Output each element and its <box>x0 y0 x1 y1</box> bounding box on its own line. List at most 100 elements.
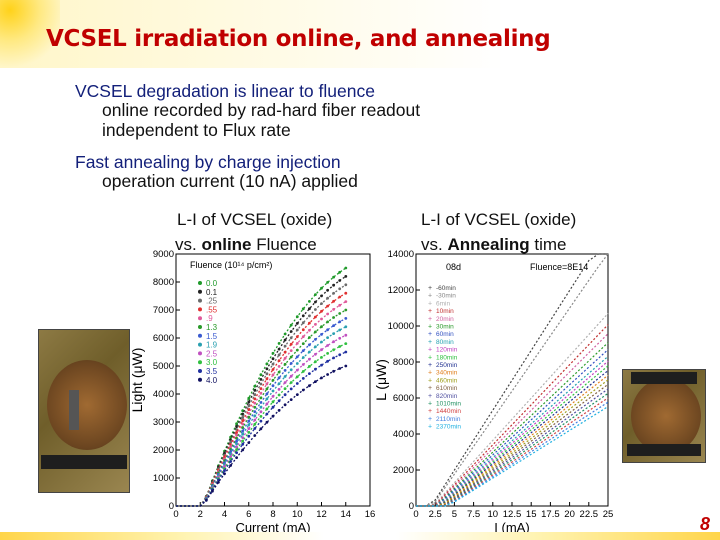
chart-annealing: 0 2.5 5 7.5 10 12.5 15 17.5 20 22.5 25 0 2000 4000 600… <box>373 249 613 534</box>
data-point <box>338 367 342 370</box>
data-point <box>332 275 335 279</box>
series-line-460min <box>416 379 609 507</box>
data-point <box>308 314 311 318</box>
legend-marker: + <box>428 416 432 423</box>
data-point <box>277 393 281 397</box>
y-tick-label: 0 <box>409 501 414 512</box>
data-point <box>289 381 293 384</box>
vcsel-board-photo-right <box>622 369 706 463</box>
data-point <box>271 395 275 398</box>
data-point <box>338 345 342 348</box>
legend-marker: + <box>428 324 432 331</box>
data-point <box>326 320 329 324</box>
data-point <box>314 308 317 311</box>
data-point <box>344 333 348 337</box>
data-point <box>338 353 342 357</box>
series-line-60min <box>416 349 609 507</box>
x-tick-label: 22.5 <box>580 509 599 520</box>
x-tick-label: 2.5 <box>429 509 442 520</box>
x-tick-label: 10 <box>488 509 499 520</box>
data-point <box>314 323 317 326</box>
data-point <box>277 347 281 351</box>
bullet-1-heading: VCSEL degradation is linear to fluence <box>75 81 375 101</box>
series-line-10min <box>416 324 609 507</box>
legend-label: 2.5 <box>206 349 218 358</box>
data-point <box>283 369 287 372</box>
data-point <box>259 415 263 418</box>
x-tick-label: 15 <box>526 509 537 520</box>
data-point <box>301 335 305 338</box>
data-point <box>229 445 232 449</box>
data-point <box>289 362 293 365</box>
data-point <box>265 392 269 396</box>
legend-marker <box>198 307 202 312</box>
data-point <box>259 410 263 414</box>
data-point <box>235 433 238 437</box>
data-point <box>235 448 238 452</box>
data-point <box>259 382 263 386</box>
data-point <box>326 288 329 292</box>
data-point <box>338 287 342 291</box>
data-point <box>271 400 275 404</box>
x-tick-label: 7.5 <box>467 509 480 520</box>
x-axis-label: I (mA) <box>494 520 529 534</box>
y-tick-label: 3000 <box>153 417 174 428</box>
data-point <box>223 469 226 472</box>
data-point <box>332 316 335 319</box>
data-point <box>265 382 269 386</box>
x-tick-label: 12 <box>316 509 327 520</box>
data-point <box>283 338 287 342</box>
data-point <box>338 295 342 299</box>
data-point <box>283 344 287 348</box>
data-point <box>320 302 323 305</box>
data-point <box>344 300 348 303</box>
legend-label: 820min <box>436 393 458 400</box>
data-point <box>229 460 232 463</box>
data-point <box>247 408 251 411</box>
data-point <box>253 414 257 418</box>
data-point <box>301 388 305 392</box>
legend-marker: + <box>428 354 432 361</box>
data-point <box>253 397 257 401</box>
data-point <box>308 350 311 354</box>
data-point <box>289 323 293 327</box>
data-point <box>259 387 263 390</box>
data-point <box>265 372 269 376</box>
data-point <box>229 455 232 458</box>
data-point <box>277 382 281 385</box>
vcsel-board-photo-left <box>38 329 130 493</box>
data-point <box>277 399 281 403</box>
y-tick-label: 4000 <box>393 429 414 440</box>
legend-label: 120min <box>436 347 458 354</box>
data-point <box>247 415 251 419</box>
legend-marker: + <box>428 408 432 415</box>
data-point <box>265 387 269 391</box>
data-point <box>295 362 299 365</box>
data-point <box>320 309 323 313</box>
data-point <box>326 304 329 308</box>
series-line-30min <box>416 342 609 507</box>
y-tick-label: 4000 <box>153 389 174 400</box>
legend-marker: + <box>428 401 432 408</box>
data-point <box>344 283 348 287</box>
x-tick-label: 17.5 <box>541 509 560 520</box>
x-tick-label: 6 <box>246 509 251 520</box>
data-point <box>217 478 220 482</box>
data-point <box>301 307 305 311</box>
legend-label: 6min <box>436 300 450 307</box>
data-point <box>247 419 251 423</box>
data-point <box>271 357 275 361</box>
data-point <box>241 448 245 452</box>
data-point <box>289 374 293 378</box>
legend-marker: + <box>428 362 432 369</box>
data-point <box>326 336 329 339</box>
data-point <box>247 404 251 408</box>
y-tick-label: 2000 <box>153 445 174 456</box>
data-point <box>253 427 257 430</box>
data-point <box>241 416 245 419</box>
bottom-bar <box>0 532 720 540</box>
data-point <box>283 393 287 397</box>
data-point <box>253 384 257 388</box>
data-point <box>247 396 251 400</box>
data-point <box>320 363 323 367</box>
